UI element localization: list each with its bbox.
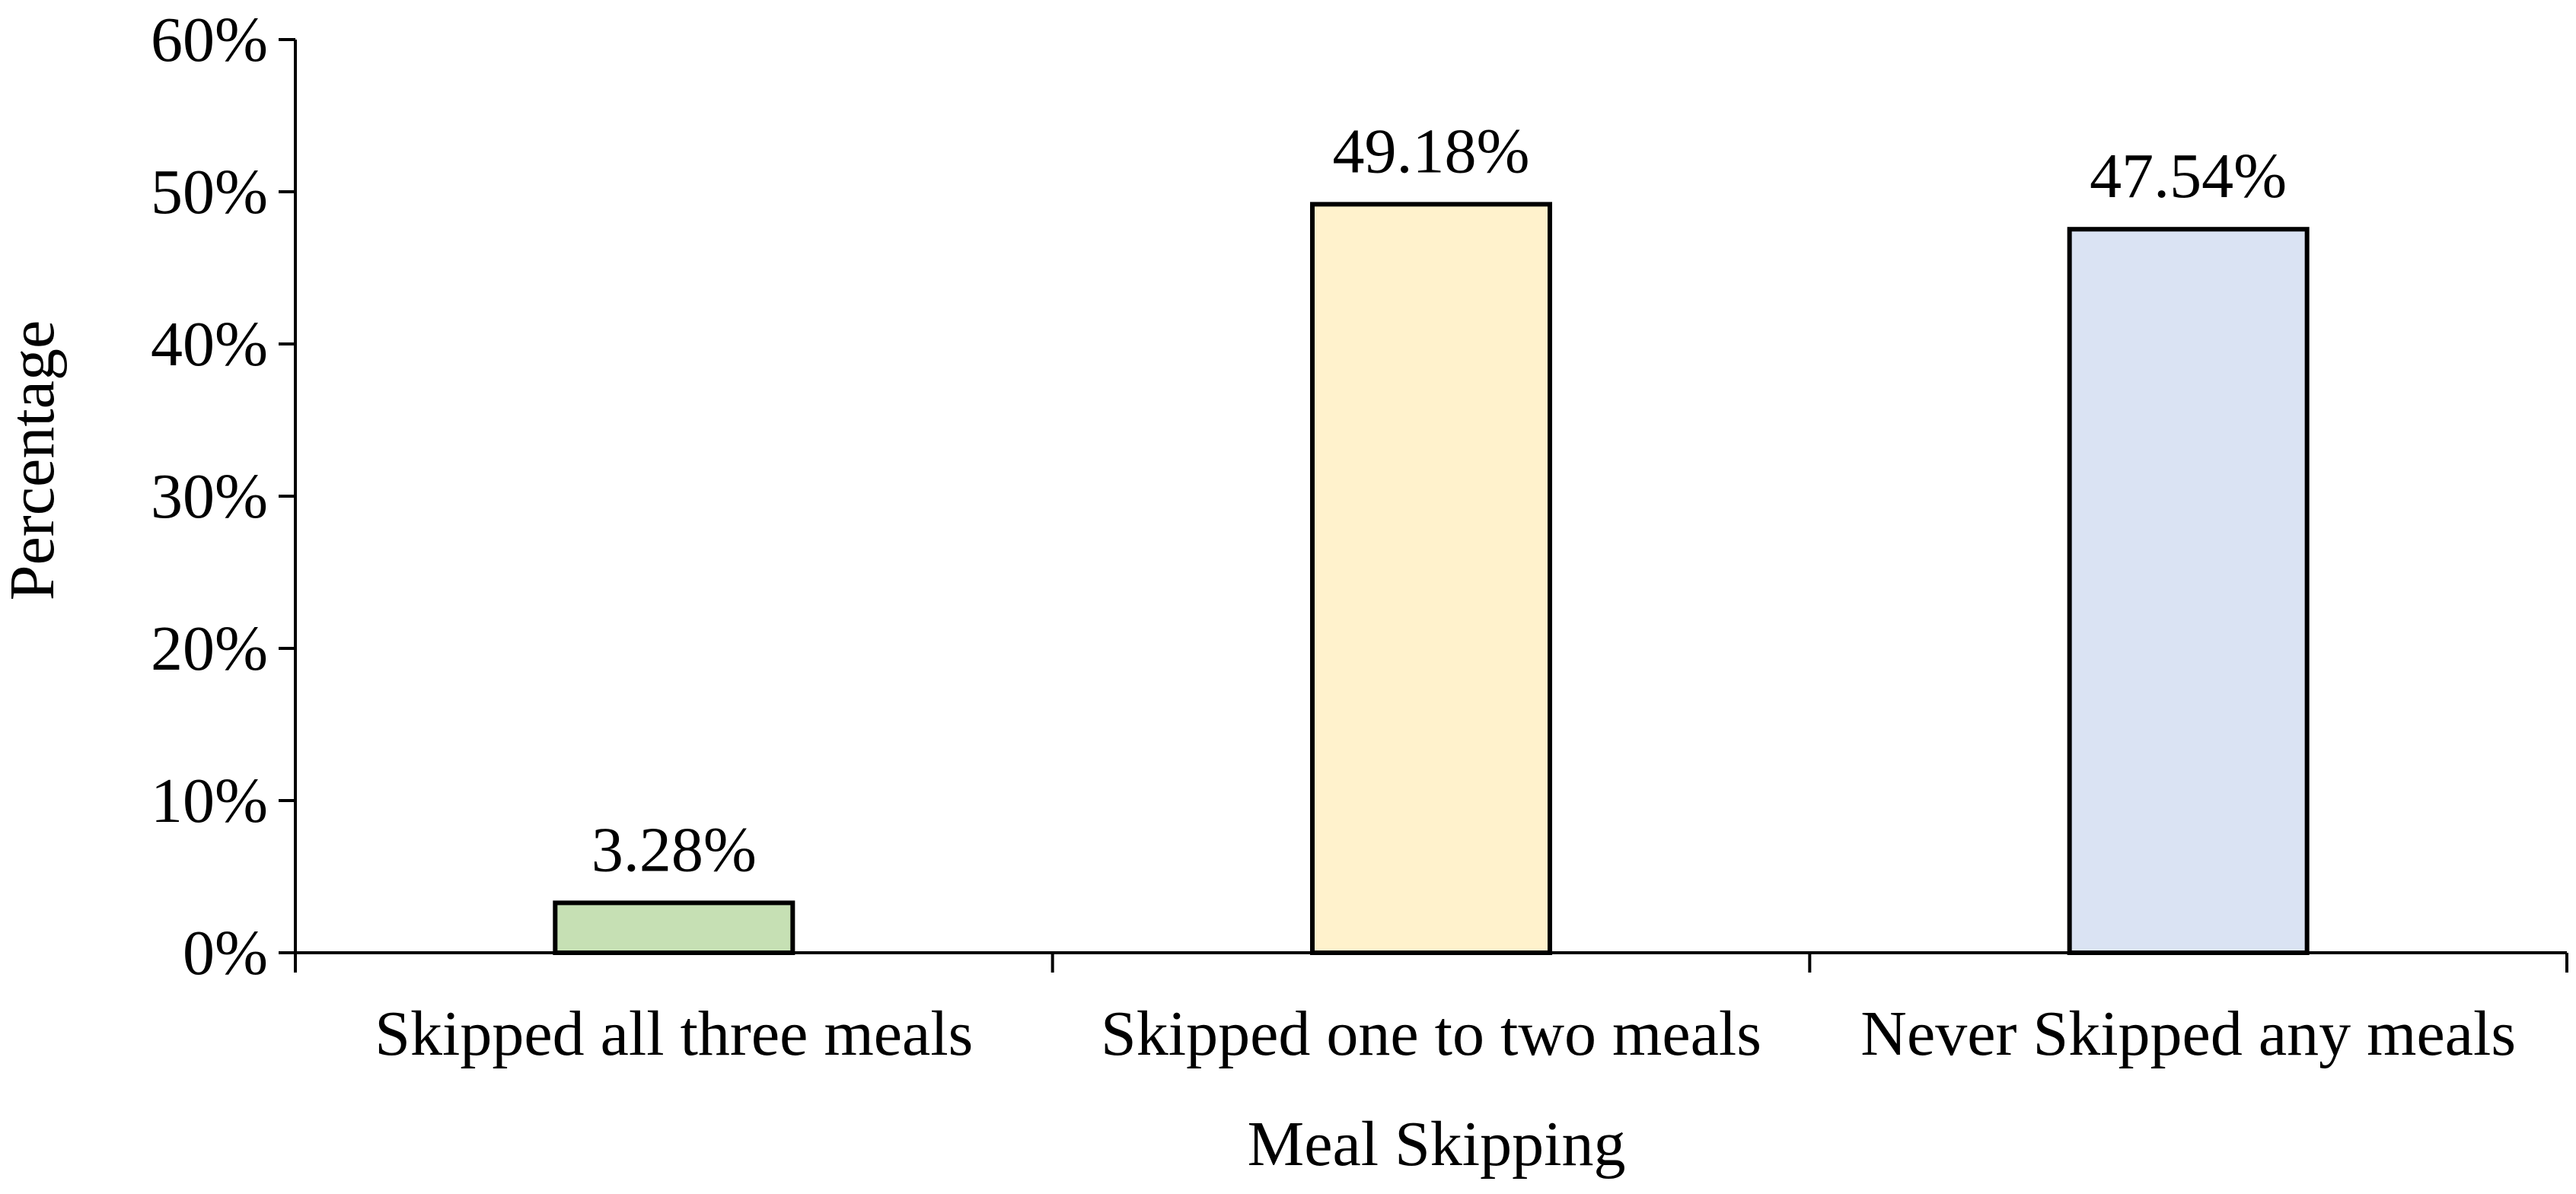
x-tick-label: Skipped one to two meals: [1101, 998, 1761, 1069]
bar: [1310, 202, 1552, 955]
x-tick-label: Skipped all three meals: [375, 998, 973, 1069]
x-axis-title: Meal Skipping: [1248, 1109, 1626, 1180]
data-label: 3.28%: [591, 814, 757, 885]
data-label: 49.18%: [1333, 116, 1530, 186]
y-tick-label: 60%: [151, 5, 268, 75]
bar: [553, 900, 795, 956]
y-tick-label: 20%: [151, 613, 268, 684]
labels: 0% 10% 20% 30% 40% 50% 60% 3.28% Skipped all thr…: [151, 5, 2516, 1069]
y-tick-label: 40%: [151, 309, 268, 380]
bar: [2067, 227, 2310, 955]
bars: [553, 202, 2310, 956]
y-tick-label: 30%: [151, 461, 268, 532]
data-label: 47.54%: [2090, 141, 2287, 212]
y-axis-title: Percentage: [0, 320, 68, 600]
y-tick-label: 0%: [183, 918, 268, 989]
y-tick-label: 50%: [151, 157, 268, 228]
x-tick-label: Never Skipped any meals: [1860, 998, 2516, 1069]
y-tick-label: 10%: [151, 766, 268, 836]
